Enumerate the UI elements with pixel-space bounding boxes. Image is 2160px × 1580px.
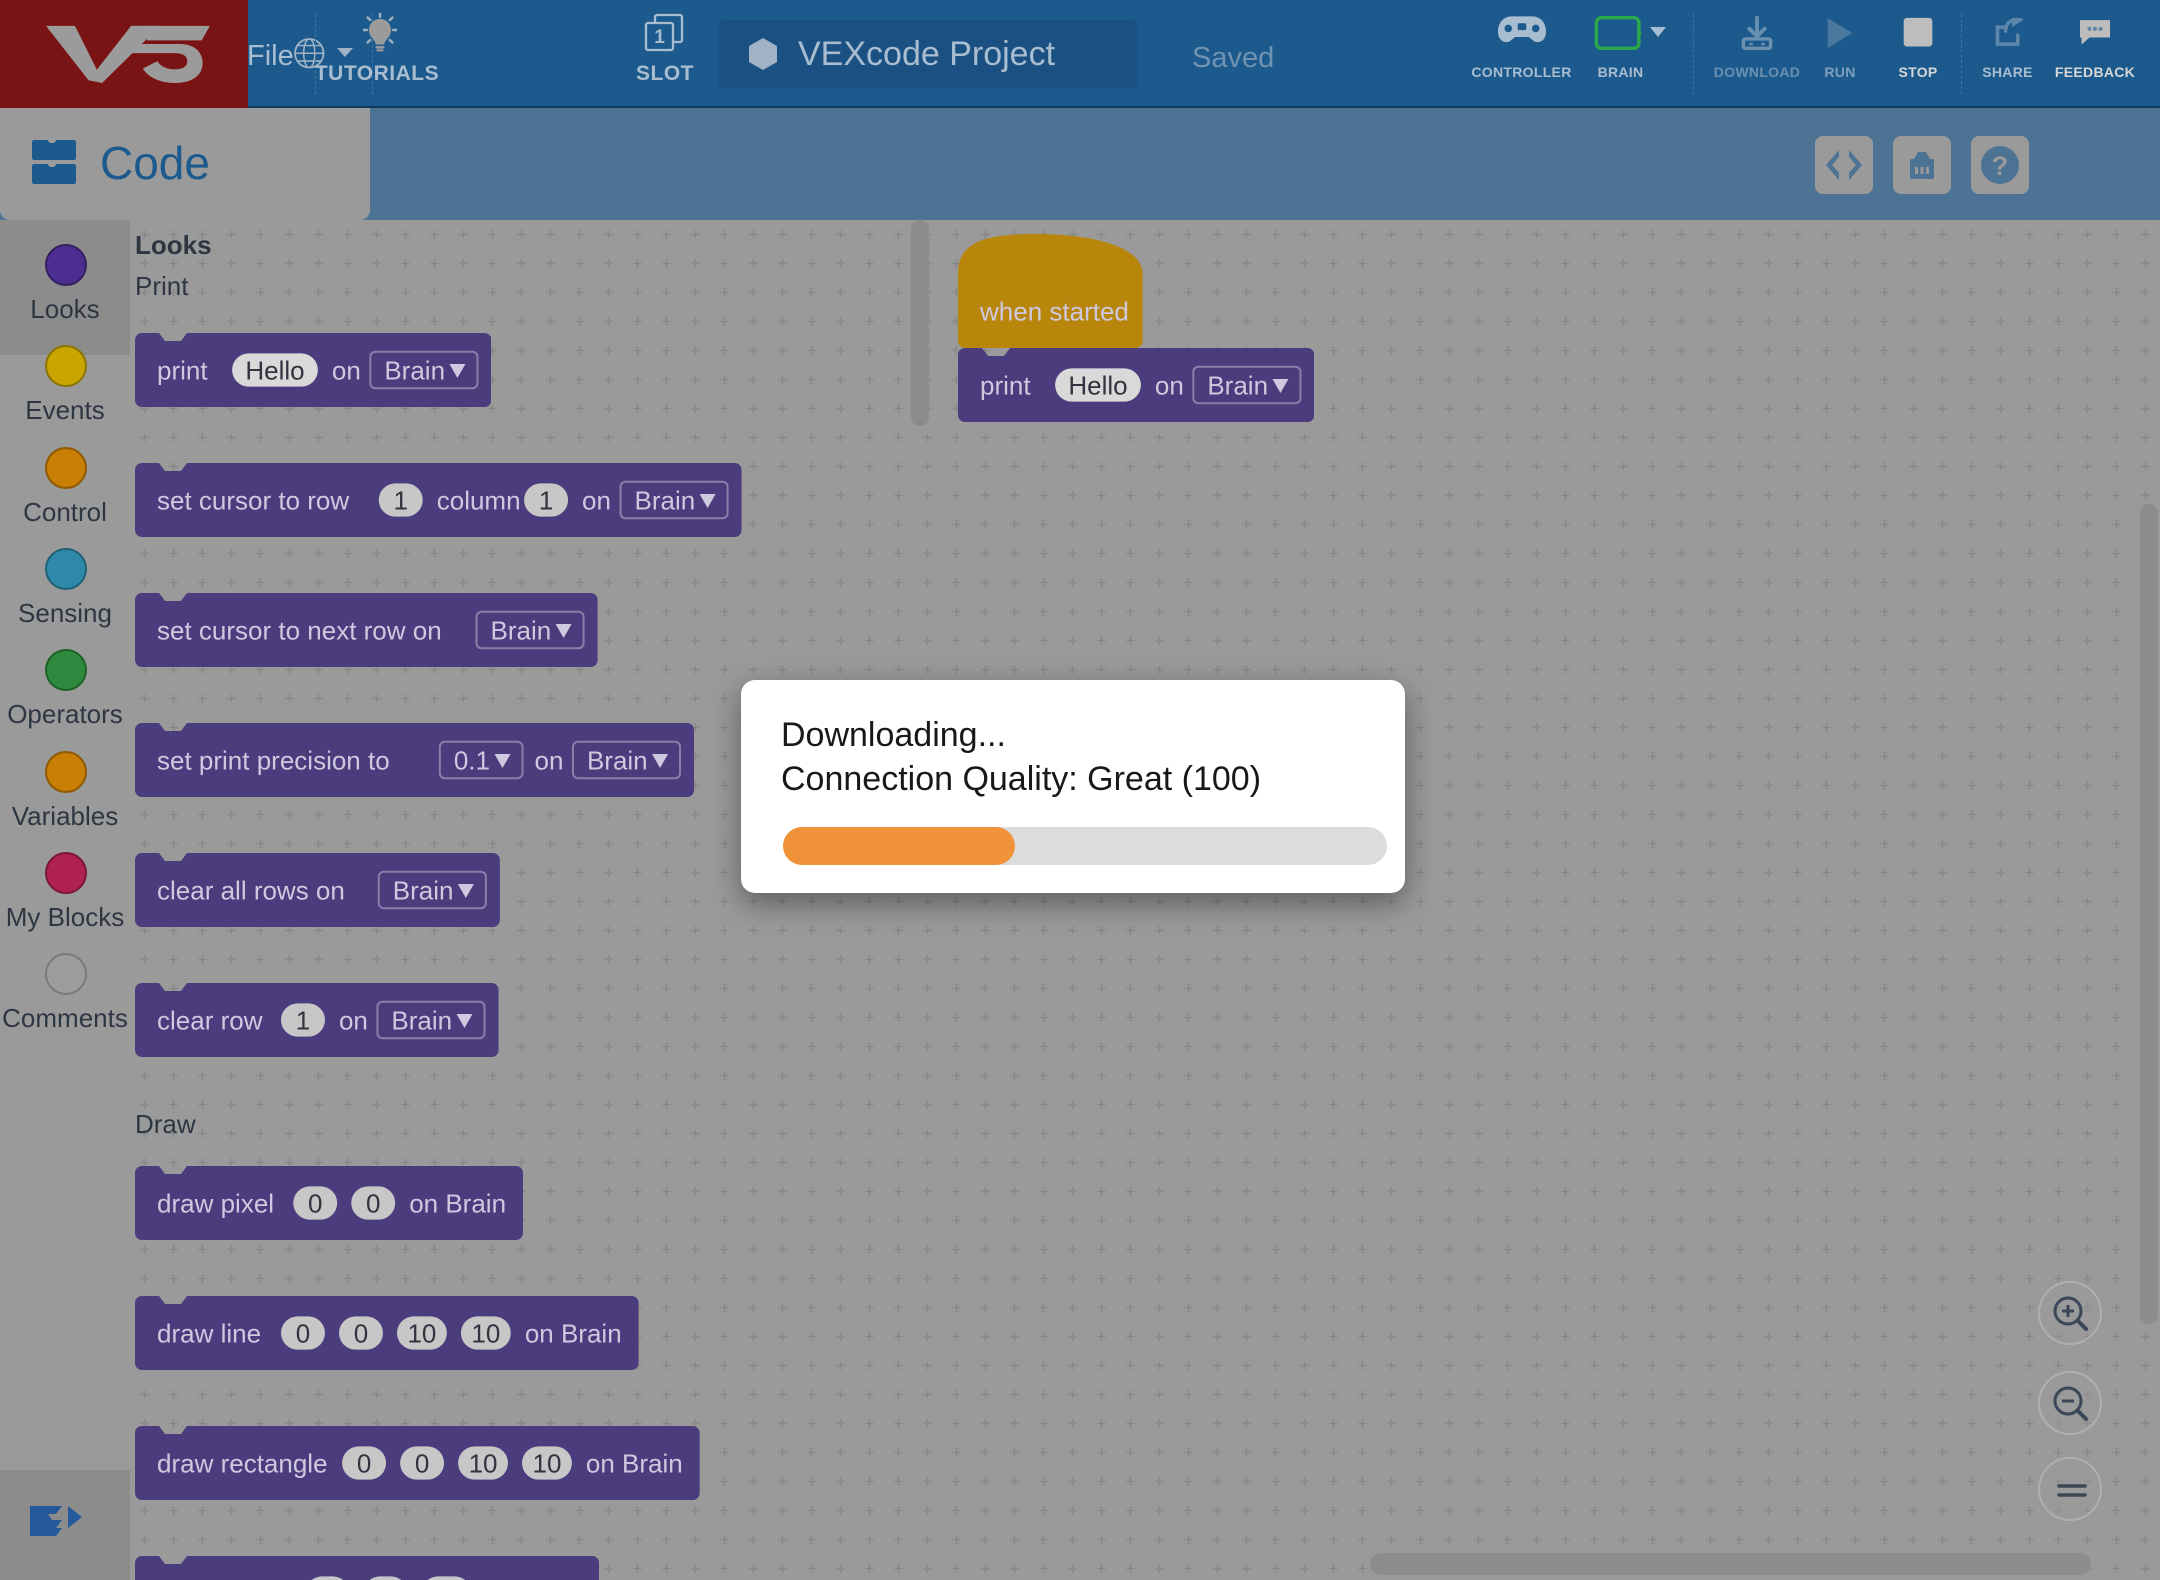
svg-text:when started: when started (979, 296, 1129, 326)
svg-text:on: on (339, 1005, 368, 1035)
svg-text:on: on (332, 355, 361, 385)
svg-text:on Brain: on Brain (525, 1318, 622, 1348)
svg-text:1: 1 (654, 27, 665, 48)
svg-text:Brain: Brain (635, 485, 696, 515)
svg-text:draw line: draw line (157, 1318, 261, 1348)
svg-text:clear all rows on: clear all rows on (157, 875, 345, 905)
svg-text:0: 0 (366, 1188, 380, 1218)
svg-text:on: on (1155, 370, 1184, 400)
svg-text:1: 1 (296, 1005, 310, 1035)
svg-text:on: on (535, 745, 564, 775)
svg-text:0: 0 (308, 1188, 322, 1218)
svg-text:0: 0 (296, 1318, 310, 1348)
svg-text:Brain: Brain (391, 1005, 452, 1035)
svg-text:set cursor to row: set cursor to row (157, 485, 349, 515)
svg-text:clear row: clear row (157, 1005, 263, 1035)
svg-text:10: 10 (471, 1318, 500, 1348)
svg-text:draw rectangle: draw rectangle (157, 1448, 328, 1478)
svg-text:print: print (157, 355, 208, 385)
svg-text:Brain: Brain (1207, 370, 1268, 400)
svg-text:set print precision to: set print precision to (157, 745, 390, 775)
svg-text:Hello: Hello (245, 355, 304, 385)
svg-text:column: column (437, 485, 521, 515)
svg-text:10: 10 (407, 1318, 436, 1348)
svg-text:1: 1 (539, 485, 553, 515)
svg-text:Brain: Brain (384, 355, 445, 385)
svg-text:0: 0 (357, 1448, 371, 1478)
svg-text:0: 0 (415, 1448, 429, 1478)
svg-text:?: ? (1992, 151, 2009, 181)
svg-text:Hello: Hello (1068, 370, 1127, 400)
svg-text:1: 1 (394, 485, 408, 515)
svg-text:on: on (582, 485, 611, 515)
svg-text:10: 10 (469, 1448, 498, 1478)
svg-text:0: 0 (354, 1318, 368, 1348)
svg-text:Brain: Brain (587, 745, 648, 775)
svg-text:on Brain: on Brain (586, 1448, 683, 1478)
svg-text:10: 10 (532, 1448, 561, 1478)
svg-text:Brain: Brain (393, 875, 454, 905)
svg-text:on Brain: on Brain (409, 1188, 506, 1218)
svg-text:print: print (980, 370, 1031, 400)
svg-text:Brain: Brain (491, 615, 552, 645)
svg-text:draw pixel: draw pixel (157, 1188, 274, 1218)
svg-text:0.1: 0.1 (454, 745, 490, 775)
svg-text:set cursor to next row on: set cursor to next row on (157, 615, 442, 645)
